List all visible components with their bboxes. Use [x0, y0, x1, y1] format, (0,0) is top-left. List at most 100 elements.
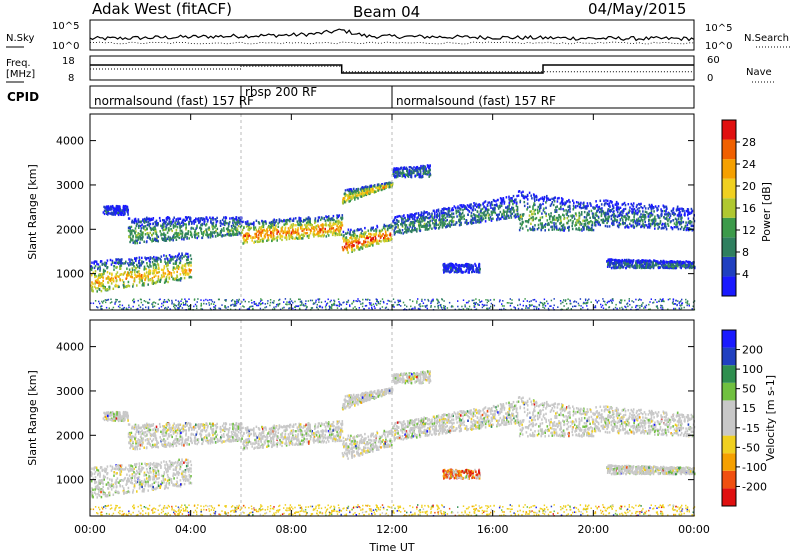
power-pixel [151, 233, 153, 237]
power-pixel [649, 260, 652, 263]
power-pixel [286, 218, 289, 222]
power-pixel [579, 228, 581, 232]
power-pixel [553, 221, 555, 225]
power-pixel [111, 259, 114, 263]
power-pixel [531, 213, 533, 216]
power-pixel [348, 193, 351, 196]
power-pixel [174, 232, 176, 235]
power-pixel [428, 221, 431, 224]
power-pixel [541, 212, 543, 215]
power-pixel [135, 230, 137, 233]
power-pixel [390, 225, 393, 228]
power-pixel [510, 209, 512, 212]
power-pixel [239, 222, 241, 225]
power-pixel [247, 237, 249, 240]
power-pixel [416, 169, 418, 173]
power-pixel [127, 213, 129, 216]
power-pixel [506, 214, 508, 218]
power-pixel [153, 263, 156, 266]
power-pixel [285, 219, 288, 222]
power-pixel [142, 219, 144, 222]
power-pixel [654, 215, 656, 218]
power-pixel [670, 226, 672, 229]
power-pixel [632, 205, 635, 208]
power-pixel [563, 209, 565, 212]
power-pixel [483, 206, 485, 209]
power-pixel [458, 207, 461, 210]
power-pixel [253, 221, 255, 225]
power-pixel [588, 210, 590, 213]
power-pixel [616, 220, 618, 224]
power-pixel [356, 228, 359, 231]
power-pixel [672, 207, 675, 210]
power-pixel [665, 210, 667, 213]
power-pixel [125, 277, 127, 280]
power-pixel [141, 279, 143, 283]
power-pixel [309, 222, 311, 225]
power-pixel [632, 208, 635, 211]
power-pixel [635, 224, 638, 228]
power-pixel [614, 266, 616, 269]
power-pixel [144, 267, 146, 270]
power-pixel [671, 226, 674, 230]
power-pixel [149, 271, 152, 275]
power-pixel [639, 215, 641, 219]
power-pixel [281, 238, 283, 242]
power-pixel [272, 226, 274, 229]
power-pixel [661, 265, 664, 269]
power-pixel [562, 213, 564, 216]
power-pixel [640, 205, 642, 209]
power-pixel [123, 210, 126, 213]
power-pixel [193, 219, 196, 222]
power-pixel [478, 265, 481, 269]
power-pixel [138, 260, 140, 263]
power-pixel [272, 229, 274, 233]
power-pixel [168, 227, 170, 230]
power-pixel [326, 219, 329, 222]
power-pixel [266, 229, 269, 233]
power-pixel [542, 202, 544, 206]
power-pixel [506, 208, 509, 211]
power-pixel [606, 199, 609, 203]
power-pixel [687, 227, 690, 230]
power-pixel [397, 224, 399, 227]
power-pixel [352, 230, 354, 234]
power-pixel [451, 212, 453, 215]
power-pixel [608, 202, 611, 205]
power-pixel [345, 246, 347, 250]
power-pixel [327, 234, 330, 237]
cpid-segment-label: rbsp 200 RF [245, 85, 317, 99]
power-pixel [633, 215, 635, 219]
power-pixel [228, 222, 230, 226]
power-pixel [495, 213, 498, 216]
power-pixel [619, 260, 622, 263]
power-pixel [158, 266, 160, 270]
power-pixel [466, 222, 468, 225]
power-pixel [573, 206, 575, 209]
power-pixel [558, 207, 560, 211]
power-pixel [201, 236, 203, 240]
power-scatter [90, 114, 696, 311]
power-pixel [362, 233, 364, 236]
power-pixel [96, 281, 99, 284]
power-pixel [315, 228, 318, 231]
power-pixel [513, 210, 515, 214]
power-pixel [474, 208, 477, 211]
power-pixel [448, 271, 451, 274]
power-pixel [593, 221, 596, 224]
power-pixel [431, 216, 434, 220]
power-pixel [692, 264, 695, 268]
power-pixel [363, 234, 366, 237]
power-pixel [184, 268, 186, 271]
power-pixel [652, 207, 654, 210]
power-pixel [621, 218, 624, 221]
power-pixel [516, 207, 519, 211]
power-pixel [592, 214, 594, 218]
power-pixel [155, 219, 158, 222]
power-pixel [551, 221, 553, 224]
power-pixel [472, 217, 474, 220]
power-pixel [638, 266, 641, 269]
power-pixel [314, 217, 317, 220]
power-pixel [529, 210, 531, 213]
power-pixel [356, 245, 359, 248]
